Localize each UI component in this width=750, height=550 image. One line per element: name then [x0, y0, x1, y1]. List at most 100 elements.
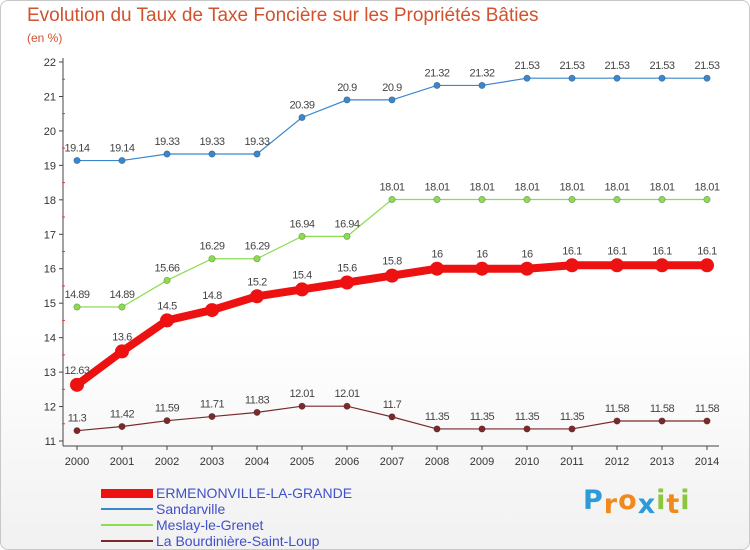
- data-label: 18.01: [469, 181, 494, 193]
- data-label: 18.01: [694, 181, 719, 193]
- data-point: [523, 195, 531, 203]
- data-label: 16.94: [289, 218, 314, 230]
- x-tick-label: 2012: [605, 456, 629, 468]
- x-tick-label: 2007: [380, 456, 404, 468]
- y-tick-label: 12: [44, 402, 56, 414]
- data-point: [433, 425, 441, 433]
- data-point: [475, 261, 489, 276]
- logo-letter: P: [583, 485, 604, 516]
- x-tick-label: 2010: [515, 456, 539, 468]
- y-tick-label: 13: [44, 367, 56, 379]
- data-point: [658, 417, 666, 425]
- logo-letter: r: [603, 489, 619, 520]
- data-point: [298, 402, 306, 410]
- data-label: 11.35: [425, 411, 450, 423]
- data-label: 11.59: [155, 403, 180, 415]
- data-point: [70, 377, 84, 392]
- y-tick-label: 18: [44, 195, 56, 207]
- data-point: [388, 195, 396, 203]
- data-label: 11.35: [470, 411, 495, 423]
- logo-letter: t: [666, 489, 681, 520]
- data-point: [208, 413, 216, 421]
- data-label: 18.01: [379, 181, 404, 193]
- data-label: 12.01: [334, 388, 359, 400]
- data-label: 11.58: [605, 403, 630, 415]
- x-tick-label: 2004: [245, 456, 269, 468]
- data-label: 15.2: [247, 276, 267, 288]
- data-point: [343, 232, 351, 240]
- data-label: 21.53: [694, 60, 719, 72]
- data-point: [655, 258, 669, 273]
- chart-title: Evolution du Taux de Taxe Foncière sur l…: [27, 5, 539, 26]
- data-label: 18.01: [604, 181, 629, 193]
- data-point: [118, 423, 126, 431]
- data-label: 18.01: [514, 181, 539, 193]
- data-label: 16.1: [697, 245, 717, 257]
- data-point: [703, 195, 711, 203]
- legend-label: Meslay-le-Grenet: [156, 517, 264, 533]
- data-label: 14.89: [109, 289, 134, 301]
- proxiti-logo: Proxiti: [583, 485, 691, 520]
- data-label: 21.32: [424, 67, 449, 79]
- data-point: [115, 344, 129, 359]
- data-point: [298, 113, 306, 121]
- data-point: [163, 417, 171, 425]
- data-label: 16.1: [607, 245, 627, 257]
- data-point: [523, 74, 531, 82]
- data-point: [430, 261, 444, 276]
- logo-letter: o: [618, 485, 638, 516]
- data-label: 18.01: [649, 181, 674, 193]
- data-label: 21.32: [469, 67, 494, 79]
- data-point: [298, 232, 306, 240]
- data-point: [205, 303, 219, 318]
- legend-label: La Bourdinière-Saint-Loup: [156, 533, 320, 549]
- data-point: [253, 255, 261, 263]
- data-label: 11.58: [695, 403, 720, 415]
- data-point: [118, 303, 126, 311]
- series-1: 19.14 19.14 19.33 19.33 19.33 20.39 20.9 20.9 21…: [64, 60, 720, 165]
- data-label: 11.35: [560, 411, 585, 423]
- data-label: 14.8: [202, 290, 222, 302]
- legend-swatch: [101, 540, 153, 542]
- data-label: 16.1: [562, 245, 582, 257]
- y-tick-label: 22: [44, 57, 56, 69]
- data-label: 21.53: [514, 60, 539, 72]
- x-tick-label: 2002: [155, 456, 179, 468]
- data-point: [433, 81, 441, 89]
- data-point: [163, 150, 171, 158]
- data-label: 16.29: [199, 241, 224, 253]
- data-label: 21.53: [559, 60, 584, 72]
- series-2: 14.89 14.89 15.66 16.29 16.29 16.94 16.94 18.01…: [64, 181, 720, 311]
- data-label: 11.83: [245, 394, 270, 406]
- data-label: 16.94: [334, 218, 359, 230]
- data-point: [343, 96, 351, 104]
- y-tick-label: 15: [44, 298, 56, 310]
- data-point: [565, 258, 579, 273]
- data-label: 11.3: [68, 413, 87, 425]
- data-label: 16: [431, 249, 443, 261]
- data-point: [610, 258, 624, 273]
- data-label: 19.33: [199, 136, 224, 148]
- data-point: [388, 96, 396, 104]
- data-point: [700, 258, 714, 273]
- data-point: [478, 425, 486, 433]
- y-tick-label: 20: [44, 126, 56, 138]
- y-tick-label: 16: [44, 264, 56, 276]
- data-point: [433, 195, 441, 203]
- data-label: 19.33: [154, 136, 179, 148]
- data-point: [658, 74, 666, 82]
- data-label: 11.7: [383, 399, 402, 411]
- data-point: [343, 402, 351, 410]
- data-label: 15.4: [292, 269, 312, 281]
- data-point: [478, 195, 486, 203]
- x-tick-label: 2013: [650, 456, 674, 468]
- y-tick-label: 11: [45, 436, 56, 448]
- data-point: [118, 157, 126, 165]
- data-label: 13.6: [112, 331, 132, 343]
- y-tick-label: 21: [44, 91, 56, 103]
- data-label: 16: [476, 249, 488, 261]
- data-point: [73, 303, 81, 311]
- data-label: 11.42: [110, 409, 135, 421]
- data-label: 15.66: [154, 262, 179, 274]
- data-label: 19.33: [244, 136, 269, 148]
